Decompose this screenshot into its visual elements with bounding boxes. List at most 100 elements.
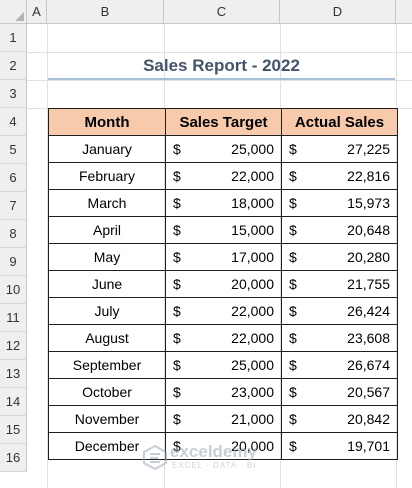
accounting-value: $22,000 (166, 303, 281, 319)
table-row: June $20,000 $21,755 (48, 270, 398, 298)
actual-sales-cell[interactable]: $20,648 (281, 216, 398, 244)
sales-target-cell[interactable]: $20,000 (165, 432, 282, 460)
currency-symbol: $ (289, 249, 297, 265)
select-all-button[interactable] (0, 0, 27, 24)
report-title: Sales Report - 2022 (143, 56, 300, 75)
report-title-cell[interactable]: Sales Report - 2022 (48, 52, 395, 80)
row-header-13[interactable]: 13 (0, 360, 27, 388)
actual-sales-cell[interactable]: $19,701 (281, 432, 398, 460)
month-cell[interactable]: February (48, 162, 166, 190)
actual-sales-cell[interactable]: $20,567 (281, 378, 398, 406)
column-header-a[interactable]: A (27, 0, 47, 24)
currency-symbol: $ (289, 195, 297, 211)
row-header-11[interactable]: 11 (0, 304, 27, 332)
table-row: March $18,000 $15,973 (48, 189, 398, 217)
sales-target-value: 22,000 (231, 330, 274, 346)
actual-sales-cell[interactable]: $27,225 (281, 135, 398, 163)
sales-target-cell[interactable]: $18,000 (165, 189, 282, 217)
month-cell[interactable]: April (48, 216, 166, 244)
actual-sales-value: 26,424 (347, 303, 390, 319)
currency-symbol: $ (289, 357, 297, 373)
currency-symbol: $ (173, 438, 181, 454)
actual-sales-cell[interactable]: $15,973 (281, 189, 398, 217)
sales-target-cell[interactable]: $22,000 (165, 162, 282, 190)
table-row: February $22,000 $22,816 (48, 162, 398, 190)
row-header-1[interactable]: 1 (0, 24, 27, 52)
actual-sales-value: 20,842 (347, 411, 390, 427)
sales-target-cell[interactable]: $22,000 (165, 297, 282, 325)
currency-symbol: $ (173, 357, 181, 373)
column-header-c[interactable]: C (164, 0, 280, 24)
row-header-10[interactable]: 10 (0, 276, 27, 304)
actual-sales-value: 20,648 (347, 222, 390, 238)
row-header-7[interactable]: 7 (0, 192, 27, 220)
sales-target-cell[interactable]: $20,000 (165, 270, 282, 298)
sales-target-value: 18,000 (231, 195, 274, 211)
currency-symbol: $ (289, 168, 297, 184)
row-header-8[interactable]: 8 (0, 220, 27, 248)
accounting-value: $20,000 (166, 438, 281, 454)
column-header-e[interactable] (396, 0, 412, 24)
row-header-2[interactable]: 2 (0, 52, 27, 80)
sales-target-cell[interactable]: $22,000 (165, 324, 282, 352)
row-header-3[interactable]: 3 (0, 80, 27, 108)
sales-target-cell[interactable]: $23,000 (165, 378, 282, 406)
sales-target-cell[interactable]: $25,000 (165, 351, 282, 379)
row-header-14[interactable]: 14 (0, 388, 27, 416)
actual-sales-value: 26,674 (347, 357, 390, 373)
sales-target-value: 25,000 (231, 141, 274, 157)
actual-sales-cell[interactable]: $26,674 (281, 351, 398, 379)
accounting-value: $22,816 (282, 168, 397, 184)
select-all-triangle-icon (15, 12, 24, 21)
sales-target-cell[interactable]: $25,000 (165, 135, 282, 163)
table-row: August $22,000 $23,608 (48, 324, 398, 352)
sales-target-cell[interactable]: $15,000 (165, 216, 282, 244)
month-cell[interactable]: September (48, 351, 166, 379)
column-header-b[interactable]: B (47, 0, 164, 24)
month-cell[interactable]: October (48, 378, 166, 406)
month-cell[interactable]: December (48, 432, 166, 460)
month-cell[interactable]: May (48, 243, 166, 271)
row-header-9[interactable]: 9 (0, 248, 27, 276)
currency-symbol: $ (289, 411, 297, 427)
sales-target-cell[interactable]: $17,000 (165, 243, 282, 271)
watermark-name: exceldemy (170, 442, 257, 461)
currency-symbol: $ (173, 195, 181, 211)
month-cell[interactable]: March (48, 189, 166, 217)
month-cell[interactable]: July (48, 297, 166, 325)
accounting-value: $27,225 (282, 141, 397, 157)
accounting-value: $26,424 (282, 303, 397, 319)
header-sales-target[interactable]: Sales Target (165, 108, 282, 136)
actual-sales-cell[interactable]: $20,280 (281, 243, 398, 271)
actual-sales-cell[interactable]: $23,608 (281, 324, 398, 352)
header-month[interactable]: Month (48, 108, 166, 136)
table-row: October $23,000 $20,567 (48, 378, 398, 406)
currency-symbol: $ (173, 411, 181, 427)
accounting-value: $20,567 (282, 384, 397, 400)
actual-sales-cell[interactable]: $21,755 (281, 270, 398, 298)
accounting-value: $26,674 (282, 357, 397, 373)
row-header-5[interactable]: 5 (0, 136, 27, 164)
currency-symbol: $ (289, 384, 297, 400)
currency-symbol: $ (173, 168, 181, 184)
actual-sales-cell[interactable]: $26,424 (281, 297, 398, 325)
column-header-d[interactable]: D (280, 0, 396, 24)
month-cell[interactable]: November (48, 405, 166, 433)
sales-target-cell[interactable]: $21,000 (165, 405, 282, 433)
row-header-12[interactable]: 12 (0, 332, 27, 360)
currency-symbol: $ (173, 303, 181, 319)
row-header-16[interactable]: 16 (0, 444, 27, 472)
actual-sales-cell[interactable]: $22,816 (281, 162, 398, 190)
sales-target-value: 20,000 (231, 276, 274, 292)
exceldemy-watermark: exceldemy EXCEL · DATA · BI (140, 440, 280, 474)
month-cell[interactable]: August (48, 324, 166, 352)
row-header-6[interactable]: 6 (0, 164, 27, 192)
row-header-4[interactable]: 4 (0, 108, 27, 136)
actual-sales-cell[interactable]: $20,842 (281, 405, 398, 433)
month-cell[interactable]: January (48, 135, 166, 163)
currency-symbol: $ (173, 222, 181, 238)
row-header-15[interactable]: 15 (0, 416, 27, 444)
sales-target-value: 21,000 (231, 411, 274, 427)
header-actual-sales[interactable]: Actual Sales (281, 108, 398, 136)
month-cell[interactable]: June (48, 270, 166, 298)
